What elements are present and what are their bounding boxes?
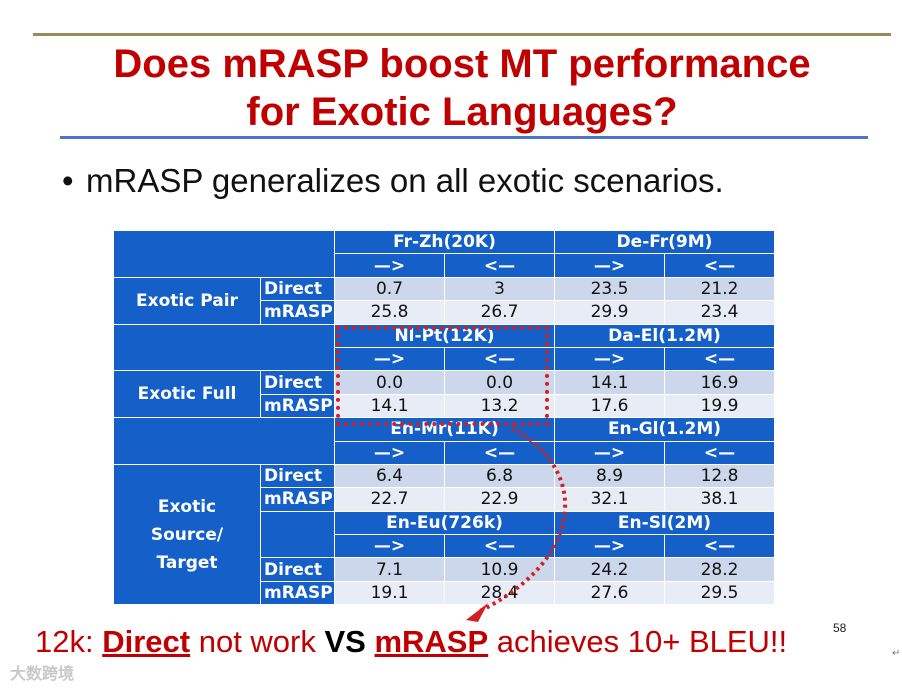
table-cell: 19.9 [664, 393, 775, 419]
direction-backward: <— [664, 440, 775, 465]
direction-backward: <— [444, 534, 555, 559]
title-underline [60, 136, 868, 139]
header-blank [113, 230, 335, 278]
row-label-mrasp: mRASP [260, 580, 335, 606]
table-cell: 24.2 [554, 557, 665, 582]
highlight-box [336, 326, 549, 426]
direction-forward: —> [554, 253, 665, 278]
table-cell: 32.1 [554, 487, 665, 512]
conclusion-text: 12k: Direct not work VS mRASP achieves 1… [35, 624, 787, 660]
results-table: Fr-Zh(20K) De-Fr(9M) —> <— —> <— Exotic … [113, 229, 775, 606]
direction-backward: <— [444, 253, 555, 278]
pair-header: Fr-Zh(20K) [334, 229, 555, 255]
direction-backward: <— [444, 346, 555, 372]
row-label-direct: Direct [260, 463, 335, 489]
table-cell: 28.4 [444, 580, 555, 606]
table-cell: 22.9 [444, 487, 555, 512]
conclusion-mid: not work [190, 624, 325, 659]
conclusion-suffix: achieves 10+ BLEU!! [488, 624, 788, 659]
row-label-direct: Direct [260, 276, 335, 302]
table-cell: 12.8 [664, 463, 775, 489]
header-blank [260, 510, 335, 559]
group-label: Exotic Pair [113, 276, 261, 325]
table-cell: 14.1 [334, 393, 445, 419]
direction-forward: —> [554, 440, 665, 465]
table-cell: 14.1 [554, 370, 665, 395]
row-label-mrasp: mRASP [260, 487, 335, 512]
direction-forward: —> [334, 440, 445, 465]
pair-header: En-Gl(1.2M) [554, 417, 775, 442]
table-cell: 0.7 [334, 276, 445, 302]
slide-title: Does mRASP boost MT performance for Exot… [40, 40, 884, 136]
direction-backward: <— [664, 346, 775, 372]
table-cell: 13.2 [444, 393, 555, 419]
table-cell: 16.9 [664, 370, 775, 395]
pair-header: En-Eu(726k) [334, 510, 555, 536]
row-label-mrasp: mRASP [260, 393, 335, 419]
table-cell: 3 [444, 276, 555, 302]
table-cell: 26.7 [444, 300, 555, 325]
table-cell: 10.9 [444, 557, 555, 582]
title-line-2: for Exotic Languages? [246, 90, 678, 134]
row-label-direct: Direct [260, 557, 335, 582]
conclusion-prefix: 12k: [35, 624, 103, 659]
pair-header: De-Fr(9M) [554, 229, 775, 255]
table-cell: 38.1 [664, 487, 775, 512]
group-label: Exotic Source/ Target [113, 463, 261, 606]
table-cell: 21.2 [664, 276, 775, 302]
table-cell: 27.6 [554, 580, 665, 606]
table-cell: 8.9 [554, 463, 665, 489]
direction-backward: <— [444, 440, 555, 465]
table-cell: 7.1 [334, 557, 445, 582]
header-blank [113, 417, 335, 465]
table-cell: 25.8 [334, 300, 445, 325]
conclusion-direct: Direct [102, 624, 191, 659]
table-cell: 6.8 [444, 463, 555, 489]
direction-forward: —> [554, 346, 665, 372]
direction-forward: —> [334, 534, 445, 559]
direction-forward: —> [554, 534, 665, 559]
table-cell: 0.0 [334, 370, 445, 395]
direction-forward: —> [334, 253, 445, 278]
row-label-mrasp: mRASP [260, 300, 335, 325]
row-label-direct: Direct [260, 370, 335, 395]
table-cell: 6.4 [334, 463, 445, 489]
direction-backward: <— [664, 253, 775, 278]
group-label: Exotic Full [113, 370, 261, 419]
table-cell: 28.2 [664, 557, 775, 582]
pair-header: En-Sl(2M) [554, 510, 775, 536]
table-cell: 22.7 [334, 487, 445, 512]
table-cell: 23.4 [664, 300, 775, 325]
table-cell: 29.9 [554, 300, 665, 325]
conclusion-vs: VS [324, 624, 366, 659]
slide-number: 58 [833, 621, 847, 635]
bullet-dot-icon: • [62, 162, 74, 199]
table-cell: 0.0 [444, 370, 555, 395]
bullet-point: • mRASP generalizes on all exotic scenari… [62, 162, 724, 200]
conclusion-mrasp: mRASP [374, 624, 489, 659]
direction-forward: —> [334, 346, 445, 372]
pair-header: Da-El(1.2M) [554, 323, 775, 348]
top-rule [33, 33, 891, 36]
title-line-1: Does mRASP boost MT performance [113, 42, 811, 86]
bullet-text: mRASP generalizes on all exotic scenario… [86, 162, 724, 199]
return-mark-icon: ↵ [892, 648, 901, 659]
table-cell: 29.5 [664, 580, 775, 606]
table-cell: 19.1 [334, 580, 445, 606]
table-cell: 17.6 [554, 393, 665, 419]
direction-backward: <— [664, 534, 775, 559]
table-cell: 23.5 [554, 276, 665, 302]
watermark: 大数跨境 [10, 666, 75, 683]
header-blank [113, 323, 335, 372]
